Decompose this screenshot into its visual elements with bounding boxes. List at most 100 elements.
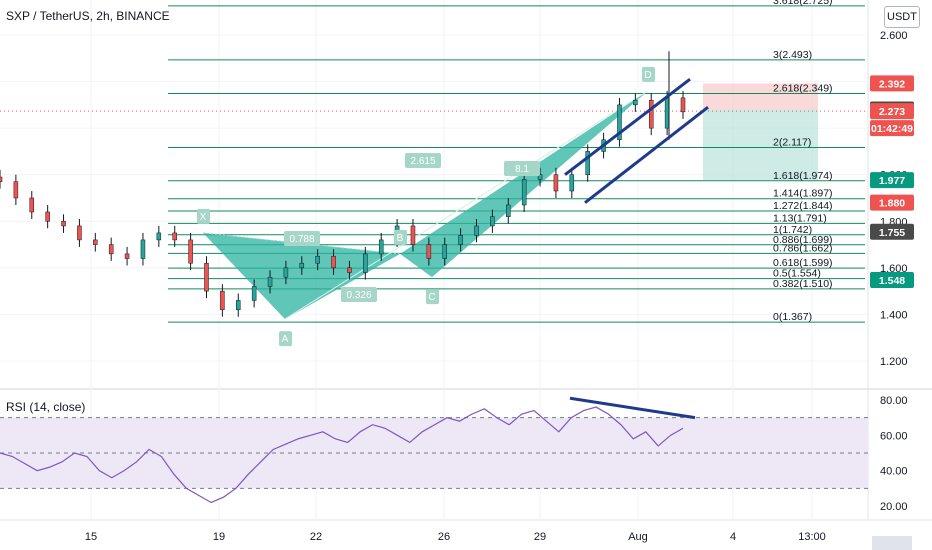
fib-level-label: 1.618(1.974) bbox=[773, 170, 833, 182]
pattern-point-label: A bbox=[282, 334, 289, 345]
pattern-ratio-label: 0.326 bbox=[346, 290, 371, 301]
price-tag bbox=[870, 172, 914, 189]
candle-body bbox=[680, 97, 686, 113]
candle-body bbox=[236, 300, 241, 311]
take-profit-zone bbox=[703, 109, 818, 181]
time-tick-label: 4 bbox=[730, 531, 736, 543]
price-tag-label: 1.880 bbox=[879, 198, 905, 210]
axis-settings-button[interactable] bbox=[872, 536, 912, 550]
fib-level-label: 0.786(1.662) bbox=[773, 242, 833, 254]
fib-level-label: 1(1.742) bbox=[773, 224, 812, 236]
candle-body bbox=[474, 225, 479, 236]
pattern-point-label: C bbox=[428, 292, 435, 303]
fib-level-label: 3.618(2.725) bbox=[773, 0, 833, 7]
harmonic-triangle-xab bbox=[203, 232, 400, 320]
candle-body bbox=[220, 290, 225, 311]
candle-body bbox=[426, 244, 432, 259]
pattern-xb-line bbox=[202, 232, 401, 255]
candle-body bbox=[93, 239, 98, 245]
rsi-tick-label: 40.00 bbox=[880, 466, 908, 478]
rsi-line bbox=[0, 406, 684, 504]
chart-title: SXP / TetherUS, 2h, BINANCE bbox=[6, 9, 170, 23]
fib-level-label: 0(1.367) bbox=[773, 311, 812, 323]
price-tag bbox=[870, 75, 914, 92]
candle-body bbox=[617, 104, 622, 141]
time-tick-label: 29 bbox=[534, 531, 546, 543]
price-tick-label: 1.200 bbox=[880, 356, 908, 368]
price-tag bbox=[870, 271, 914, 288]
candle-body bbox=[458, 235, 463, 245]
fib-level-label: 0.382(1.510) bbox=[773, 278, 833, 290]
candle-body bbox=[45, 211, 50, 222]
candle-body bbox=[315, 255, 320, 264]
candle-body bbox=[490, 216, 495, 227]
price-tag-label: 2.273 bbox=[879, 106, 905, 118]
pattern-ad-line bbox=[284, 90, 649, 320]
candle-body bbox=[442, 244, 447, 259]
candle-body bbox=[299, 262, 305, 269]
price-tick-label: 1.400 bbox=[880, 309, 908, 321]
pattern-ratio-box bbox=[405, 153, 441, 168]
time-tick-label: 15 bbox=[85, 531, 97, 543]
fib-level-label: 0.5(1.554) bbox=[773, 268, 821, 280]
fib-level-label: 0.886(1.699) bbox=[773, 234, 833, 246]
fib-level-label: 1.272(1.844) bbox=[773, 200, 833, 212]
pattern-point-box bbox=[279, 331, 292, 347]
pattern-ratio-box bbox=[284, 231, 320, 246]
candle-body bbox=[77, 225, 82, 241]
fib-level-label: 1.13(1.791) bbox=[773, 212, 827, 224]
time-tick-label: 26 bbox=[438, 531, 450, 543]
rsi-tick-label: 60.00 bbox=[880, 430, 908, 442]
fib-level-label: 2(2.117) bbox=[773, 136, 811, 148]
pattern-ratio-label: 8.1 bbox=[515, 164, 529, 175]
price-tick-label: 2.600 bbox=[880, 30, 908, 42]
fib-level-label: 0.618(1.599) bbox=[773, 257, 833, 269]
price-tag bbox=[870, 223, 914, 240]
pattern-point-box bbox=[197, 208, 210, 224]
price-tag-label: 1.548 bbox=[879, 275, 905, 287]
candle-body bbox=[188, 239, 193, 264]
candle-body bbox=[553, 174, 559, 192]
price-tag-label: 2.392 bbox=[879, 78, 905, 90]
pattern-point-box bbox=[426, 289, 439, 305]
candle-body bbox=[537, 174, 543, 180]
candle-body bbox=[410, 225, 416, 245]
time-tick-label: Aug bbox=[628, 531, 648, 543]
candle-body bbox=[140, 239, 146, 259]
fib-level-label: 3(2.493) bbox=[773, 49, 812, 61]
pattern-ratio-label: 2.615 bbox=[410, 156, 435, 167]
candle-body bbox=[363, 253, 368, 273]
pattern-point-label: D bbox=[644, 70, 651, 81]
stop-loss-zone bbox=[703, 83, 818, 110]
pattern-point-label: B bbox=[397, 233, 404, 244]
channel-lower-line bbox=[584, 106, 709, 204]
rsi-tick-label: 20.00 bbox=[880, 501, 908, 513]
candle-body bbox=[648, 99, 654, 129]
price-tag-label: 1.755 bbox=[879, 227, 905, 239]
candle-body bbox=[204, 262, 209, 292]
candle-body bbox=[283, 267, 289, 278]
time-tick-label: 22 bbox=[310, 531, 322, 543]
pattern-point-box bbox=[642, 66, 655, 82]
pattern-ratio-label: 0.788 bbox=[289, 234, 314, 245]
candle-body bbox=[569, 174, 575, 192]
candle-body bbox=[506, 204, 511, 217]
price-tag-label: 01:42:49 bbox=[871, 123, 913, 135]
candle-body bbox=[29, 197, 35, 213]
candle-body bbox=[347, 267, 352, 273]
candle-body bbox=[251, 286, 257, 301]
candle-body bbox=[0, 176, 3, 182]
price-tag bbox=[870, 194, 914, 211]
time-tick-label: 13:00 bbox=[798, 531, 826, 543]
time-tick-label: 19 bbox=[213, 531, 225, 543]
candle-body bbox=[124, 253, 130, 259]
fib-level-label: 1.414(1.897) bbox=[773, 188, 833, 200]
currency-button[interactable]: USDT bbox=[884, 6, 920, 28]
candle-body bbox=[378, 239, 384, 255]
fib-level-label: 2.618(2.349) bbox=[773, 82, 833, 94]
candle-body bbox=[585, 151, 590, 175]
pattern-ratio-box bbox=[341, 287, 377, 302]
candle-body bbox=[13, 181, 19, 199]
rsi-tick-label: 80.00 bbox=[880, 395, 908, 407]
